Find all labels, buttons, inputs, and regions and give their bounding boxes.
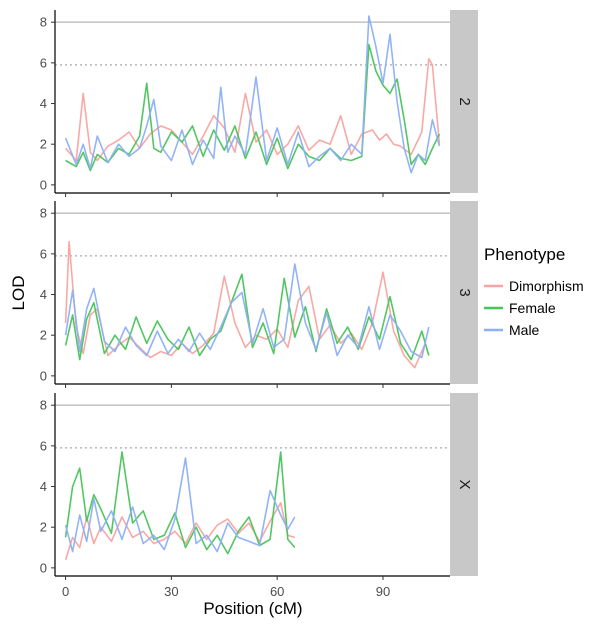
series-line-dimorphism <box>64 240 427 369</box>
facet-strip-label: 3 <box>456 288 473 296</box>
legend-label-female: Female <box>509 300 556 316</box>
x-tick-label: 60 <box>270 584 284 599</box>
y-tick-label: 8 <box>40 15 47 30</box>
series-line-male <box>64 15 441 174</box>
facet-strip <box>450 393 478 576</box>
series-line-male <box>64 457 296 553</box>
y-axis-title: LOD <box>9 276 28 311</box>
y-tick-label: 0 <box>40 177 47 192</box>
y-tick-label: 4 <box>40 479 47 494</box>
y-tick-label: 6 <box>40 55 47 70</box>
legend-title: Phenotype <box>484 245 565 264</box>
x-axis-title: Position (cM) <box>203 599 302 618</box>
series-line-female <box>64 273 430 361</box>
y-tick-label: 0 <box>40 368 47 383</box>
legend-label-dimorphism: Dimorphism <box>509 278 584 294</box>
series-line-male <box>64 263 430 359</box>
panel-X: 0 2 4 6 8 X <box>40 393 478 580</box>
y-tick-label: 8 <box>40 398 47 413</box>
y-tick-label: 0 <box>40 560 47 575</box>
facet-strip <box>450 10 478 193</box>
panel-3: 0 2 4 6 8 3 <box>40 201 478 388</box>
y-tick-label: 4 <box>40 287 47 302</box>
facet-strip-label: X <box>456 479 473 489</box>
legend: Phenotype Dimorphism Female Male <box>484 245 584 338</box>
y-tick-label: 6 <box>40 246 47 261</box>
facet-strip <box>450 201 478 384</box>
y-tick-label: 8 <box>40 206 47 221</box>
facet-strip-label: 2 <box>456 97 473 105</box>
x-tick-label: 30 <box>164 584 178 599</box>
y-tick-label: 4 <box>40 96 47 111</box>
legend-label-male: Male <box>509 322 540 338</box>
y-tick-label: 2 <box>40 137 47 152</box>
y-tick-label: 6 <box>40 438 47 453</box>
panel-2: 0 2 4 6 8 2 <box>40 10 478 197</box>
y-tick-label: 2 <box>40 520 47 535</box>
y-tick-label: 2 <box>40 328 47 343</box>
series-line-dimorphism <box>64 57 441 162</box>
x-tick-label: 0 <box>62 584 69 599</box>
x-tick-label: 90 <box>376 584 390 599</box>
